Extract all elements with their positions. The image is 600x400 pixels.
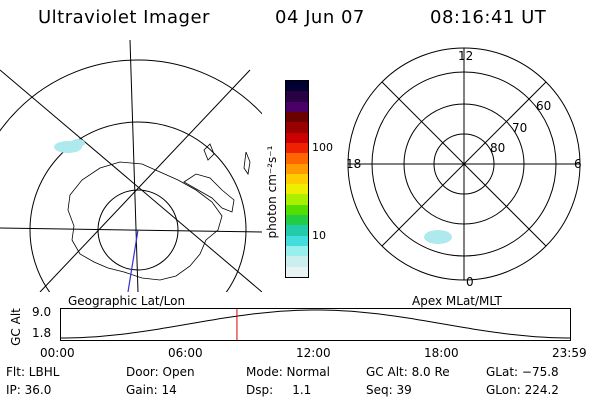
- lat-circle: [29, 121, 247, 292]
- date-label: 04 Jun 07: [275, 7, 365, 28]
- colorbar-tick-label: 10: [312, 229, 326, 242]
- door-status: Door: Open: [126, 365, 195, 379]
- altitude-trace: [61, 309, 571, 339]
- colorbar-segment: [286, 111, 308, 123]
- geographic-map: [0, 40, 262, 292]
- plot-frame: [60, 308, 571, 341]
- colorbar-segment: [286, 81, 308, 92]
- polar-mlat-mlt-plot: 12 18 6 0 60 70 80: [346, 47, 582, 289]
- colorbar-segment: [286, 246, 308, 257]
- colorbar-segment: [286, 132, 308, 143]
- mode-status: Mode: Normal: [246, 365, 330, 379]
- colorbar-segment: [286, 91, 308, 102]
- magnetic-meridian: [127, 229, 139, 292]
- altitude-axis-label: GC Alt: [9, 308, 23, 346]
- mlt-label: 12: [458, 49, 473, 63]
- meridian-line: [0, 227, 262, 233]
- time-axis-tick: 18:00: [424, 346, 459, 360]
- ip-status: IP: 36.0: [6, 383, 52, 397]
- coastline: [203, 143, 215, 161]
- aurora-patch: [424, 230, 452, 244]
- mlt-label: 6: [574, 157, 582, 171]
- mlat-label: 60: [536, 99, 551, 113]
- colorbar-segment: [286, 184, 308, 195]
- colorbar-segment: [286, 101, 308, 112]
- colorbar-segment: [286, 122, 308, 133]
- mlt-line: [381, 81, 547, 247]
- left-map-caption: Geographic Lat/Lon: [68, 294, 186, 308]
- colorbar-segment: [286, 215, 308, 226]
- aurora-patch: [71, 139, 85, 147]
- filter-status: Flt: LBHL: [6, 365, 60, 379]
- colorbar-segment: [286, 153, 308, 164]
- geo-longitude-status: GLon: 224.2: [486, 383, 559, 397]
- time-axis-tick: 00:00: [40, 346, 75, 360]
- time-label: 08:16:41 UT: [430, 7, 547, 28]
- coastline: [67, 161, 223, 281]
- time-axis-tick: 12:00: [296, 346, 331, 360]
- coastline: [183, 173, 235, 213]
- mlt-label: 18: [346, 157, 361, 171]
- mlat-label: 80: [490, 141, 505, 155]
- right-map-caption: Apex MLat/MLT: [412, 294, 502, 308]
- altitude-plot: [60, 308, 571, 341]
- meridian-line: [0, 69, 262, 292]
- time-axis-tick: 23:59: [552, 346, 587, 360]
- colorbar-segment: [286, 163, 308, 174]
- color-scale-bar: [285, 80, 309, 278]
- colorbar-segment: [286, 194, 308, 205]
- altitude-tick-label: 9.0: [32, 305, 52, 319]
- gain-status: Gain: 14: [126, 383, 177, 397]
- altitude-tick-label: 1.8: [32, 326, 52, 340]
- meridian-line: [39, 69, 251, 292]
- lat-circle: [0, 59, 262, 132]
- geo-latitude-status: GLat: −75.8: [486, 365, 559, 379]
- mlat-label: 70: [512, 121, 527, 135]
- mlt-label: 0: [466, 275, 474, 289]
- coastline: [243, 151, 251, 176]
- colorbar-segment: [286, 225, 308, 236]
- colorbar-unit-label: photon cm⁻²s⁻¹: [265, 145, 279, 239]
- colorbar-segment: [286, 256, 308, 267]
- meridian-line: [129, 40, 139, 292]
- display-status: Dsp: 1.1: [246, 383, 312, 397]
- time-axis-tick: 06:00: [168, 346, 203, 360]
- colorbar-tick-label: 100: [312, 141, 333, 154]
- sequence-status: Seq: 39: [366, 383, 412, 397]
- colorbar-segment: [286, 266, 308, 277]
- gc-altitude-status: GC Alt: 8.0 Re: [366, 365, 450, 379]
- colorbar-segment: [286, 173, 308, 185]
- colorbar-segment: [286, 142, 308, 154]
- colorbar-segment: [286, 235, 308, 246]
- colorbar-segment: [286, 204, 308, 216]
- instrument-title: Ultraviolet Imager: [38, 7, 210, 28]
